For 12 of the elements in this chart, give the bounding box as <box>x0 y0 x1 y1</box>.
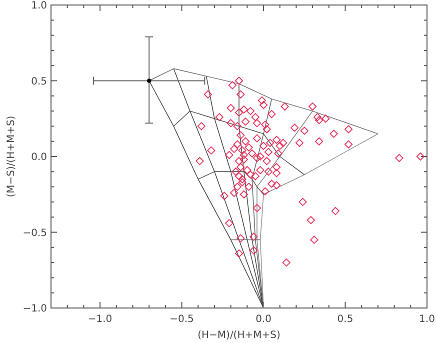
y-tick-label: 1.0 <box>31 0 47 12</box>
y-tick-label: 0.5 <box>31 76 47 88</box>
y-tick-label: −0.5 <box>22 228 47 239</box>
y-axis-title: (M−S)/(H+M+S) <box>6 116 17 198</box>
y-tick-label: 0.0 <box>31 152 47 163</box>
y-tick-label: −1.0 <box>22 304 47 314</box>
x-axis-title: (H−M)/(H+M+S) <box>198 330 280 341</box>
x-tick-label: 1.0 <box>419 314 435 325</box>
x-tick-label: 0.0 <box>256 314 272 325</box>
x-tick-label: 0.5 <box>337 314 354 325</box>
x-tick-label: −1.0 <box>88 314 112 325</box>
x-tick-label: −0.5 <box>170 314 194 325</box>
